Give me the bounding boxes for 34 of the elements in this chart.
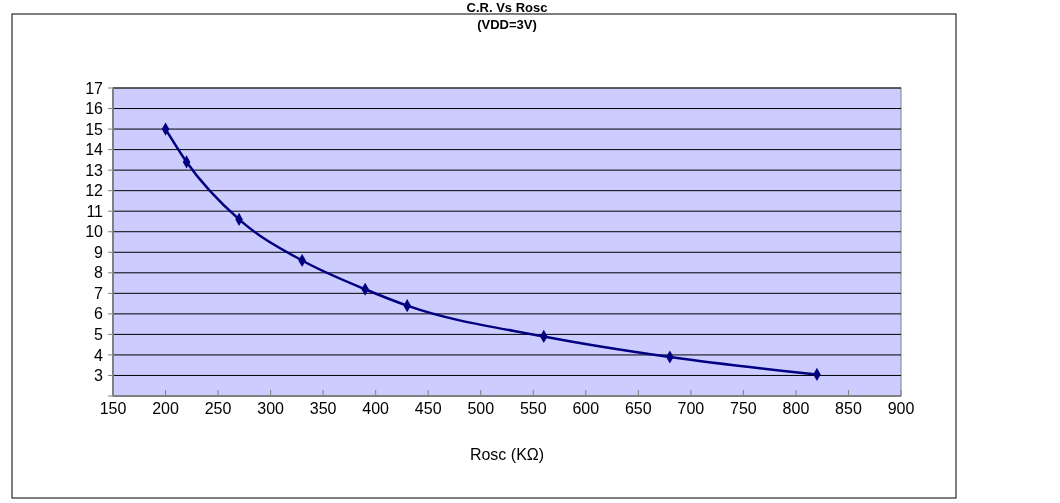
x-tick-label: 450 xyxy=(414,400,442,417)
y-tick-label: 9 xyxy=(94,243,104,261)
y-tick-label: 3 xyxy=(94,367,104,385)
x-tick-label: 250 xyxy=(204,400,232,417)
y-tick-label: 12 xyxy=(85,182,104,200)
chart-title: C.R. Vs Rosc xyxy=(466,0,548,15)
y-tick-label: 17 xyxy=(85,79,104,97)
chart-subtitle: (VDD=3V) xyxy=(477,17,537,32)
x-tick-label: 700 xyxy=(677,400,705,417)
x-tick-label: 400 xyxy=(362,400,390,417)
x-tick-label: 900 xyxy=(887,400,915,417)
y-tick-label: 16 xyxy=(85,100,104,118)
x-tick-label: 650 xyxy=(624,400,652,417)
x-tick-label: 500 xyxy=(467,400,495,417)
x-tick-label: 800 xyxy=(782,400,810,417)
x-tick-label: 750 xyxy=(730,400,757,417)
y-tick-label: 13 xyxy=(85,161,104,179)
y-tick-label: 14 xyxy=(85,141,104,159)
y-tick-label: 11 xyxy=(86,202,104,220)
x-tick-label: 550 xyxy=(519,400,547,417)
x-tick-label: 600 xyxy=(572,400,600,417)
x-tick-label: 850 xyxy=(835,400,862,417)
y-tick-label: 15 xyxy=(85,120,104,138)
x-tick-label: 150 xyxy=(99,400,127,417)
y-tick-label: 8 xyxy=(94,264,104,282)
y-tick-label: 4 xyxy=(94,346,104,364)
x-tick-label: 300 xyxy=(257,400,285,417)
y-tick-label: 7 xyxy=(94,284,104,302)
y-tick-label: 5 xyxy=(94,326,104,343)
x-tick-label: 350 xyxy=(309,400,337,417)
x-tick-label: 200 xyxy=(152,400,179,417)
y-tick-label: 6 xyxy=(94,305,104,323)
x-axis-title: Rosc (KΩ) xyxy=(469,446,545,463)
y-tick-label: 10 xyxy=(85,223,104,241)
